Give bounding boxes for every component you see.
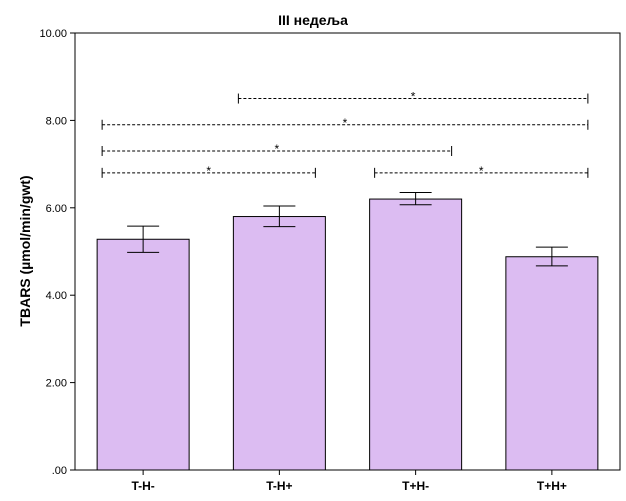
significance-label: * <box>275 142 280 156</box>
y-tick-label: 8.00 <box>46 115 67 127</box>
x-tick-label: T-H+ <box>266 479 292 493</box>
y-tick-label: 4.00 <box>46 290 67 302</box>
bar <box>232 216 326 471</box>
significance-label: * <box>479 164 484 178</box>
significance-label: * <box>343 116 348 130</box>
bar <box>96 238 190 471</box>
significance-label: * <box>411 90 416 104</box>
y-tick-label: .00 <box>52 465 67 477</box>
x-tick-label: T+H- <box>402 479 429 493</box>
y-tick-label: 2.00 <box>46 378 67 390</box>
chart-title: III недеља <box>278 12 348 28</box>
x-tick-label: T-H- <box>131 479 154 493</box>
y-axis-label: TBARS (µmol/min/gwt) <box>17 175 33 326</box>
bar <box>505 256 599 471</box>
significance-label: * <box>206 164 211 178</box>
bar <box>369 198 463 471</box>
y-tick-label: 6.00 <box>46 203 67 215</box>
y-tick-label: 10.00 <box>39 28 67 40</box>
plot-area: .00 2.00 4.00 6.00 8.00 10.00 T-H- T-H+ T+H- T+H+… <box>39 28 621 493</box>
plot-frame <box>74 32 621 471</box>
x-tick-label: T+H+ <box>537 479 567 493</box>
